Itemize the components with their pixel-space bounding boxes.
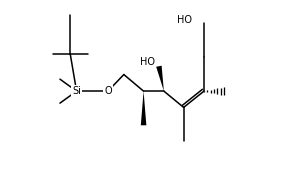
Text: Si: Si bbox=[72, 86, 81, 96]
Text: O: O bbox=[104, 86, 112, 96]
Text: HO: HO bbox=[140, 57, 155, 67]
Polygon shape bbox=[141, 91, 146, 125]
Polygon shape bbox=[156, 66, 164, 91]
Text: HO: HO bbox=[177, 15, 192, 25]
